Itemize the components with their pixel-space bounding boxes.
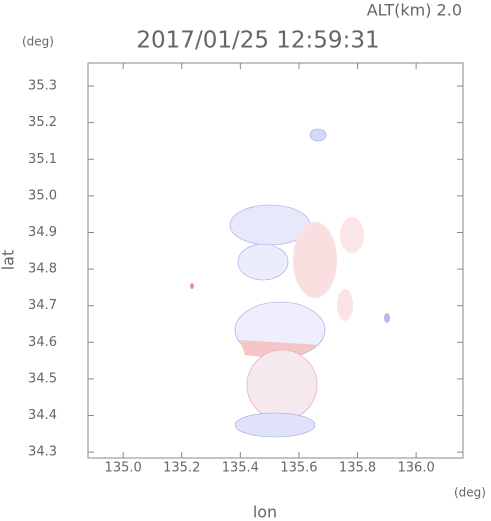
echo: [246, 349, 318, 421]
x-tick-label: 135.0: [105, 461, 142, 476]
y-tick-label: 34.4: [28, 408, 57, 423]
x-tick-label: 135.8: [339, 461, 376, 476]
y-tick-label: 35.1: [28, 152, 57, 167]
echo: [384, 313, 390, 323]
y-tick-label: 34.6: [28, 335, 57, 350]
echo: [293, 222, 337, 298]
x-unit: (deg): [454, 486, 486, 500]
echo: [337, 289, 353, 321]
y-tick-label: 34.3: [28, 445, 57, 460]
y-tick-label: 35.3: [28, 79, 57, 94]
echo: [234, 412, 316, 438]
x-tick-label: 135.4: [222, 461, 259, 476]
chart-title: 2017/01/25 12:59:31: [136, 28, 379, 54]
y-unit: (deg): [22, 35, 54, 49]
plot-frame: [87, 62, 464, 459]
subtitle: ALT(km) 2.0: [367, 1, 462, 20]
echo: [309, 128, 327, 142]
y-axis-label: lat: [0, 250, 18, 271]
y-tick-label: 34.8: [28, 262, 57, 277]
x-tick-label: 135.6: [280, 461, 317, 476]
echo: [237, 243, 289, 281]
y-tick-label: 34.7: [28, 298, 57, 313]
x-tick-label: 135.2: [163, 461, 200, 476]
echo: [340, 217, 364, 253]
x-tick-label: 136.0: [398, 461, 435, 476]
y-tick-label: 35.2: [28, 115, 57, 130]
y-tick-label: 35.0: [28, 188, 57, 203]
y-tick-label: 34.5: [28, 371, 57, 386]
radar-echoes: [190, 128, 390, 438]
echo: [190, 283, 194, 289]
y-tick-label: 34.9: [28, 225, 57, 240]
x-axis-label: lon: [253, 503, 277, 521]
